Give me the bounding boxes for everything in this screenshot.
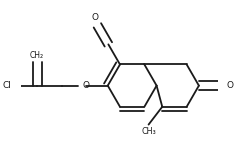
Text: O: O xyxy=(227,81,234,90)
Text: Cl: Cl xyxy=(2,81,11,90)
Text: O: O xyxy=(82,81,89,90)
Text: CH₂: CH₂ xyxy=(29,51,44,60)
Text: CH₃: CH₃ xyxy=(141,127,156,136)
Text: O: O xyxy=(92,13,99,22)
